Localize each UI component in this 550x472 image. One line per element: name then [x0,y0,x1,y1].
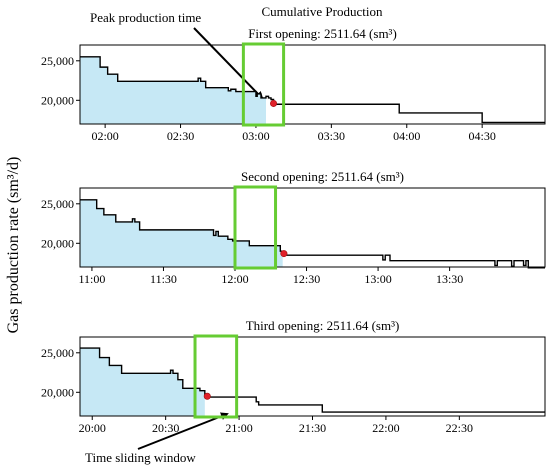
panel-2-xtick-label: 12:30 [293,272,320,286]
panel-1-xtick-label: 04:30 [468,129,495,143]
time-sliding-window-label: Time sliding window [85,450,196,465]
panel-1-ytick-label: 20,000 [41,93,74,107]
panel-1-xtick-label: 02:00 [91,129,118,143]
panel-3-xtick-label: 22:00 [372,421,399,435]
panel-3: Third opening: 2511.64 (sm³) 20,000 25,000… [41,318,546,435]
panel-3-xtick-label: 21:00 [225,421,252,435]
panel-1-cumulative-area [80,56,266,124]
panel-2-xtick-label: 13:00 [364,272,391,286]
panel-2-frame [79,187,546,268]
panel-3-xtick-label: 20:00 [79,421,106,435]
panel-1-xtick-label: 03:00 [242,129,269,143]
panel-1-sliding-window [241,42,286,127]
panel-1-xtick-label: 04:00 [393,129,420,143]
panel-1-xtick-label: 03:30 [318,129,345,143]
panel-2-ytick-label: 25,000 [41,197,74,211]
panel-2-sliding-window [233,185,278,270]
panel-1-frame [79,44,546,125]
y-axis-label: Gas production rate (sm³/d) [5,157,22,334]
panel-2-xtick-label: 11:00 [78,272,105,286]
panel-2: Second opening: 2511.64 (sm³) 20,000 25,00… [41,169,546,286]
panel-1-title: First opening: 2511.64 (sm³) [248,26,397,41]
panel-1-ytick-label: 25,000 [41,54,74,68]
peak-annotation-arrow [193,27,264,100]
cumulative-production-caption: Cumulative Production [262,4,383,19]
panel-2-xtick-label: 11:30 [150,272,177,286]
panel-3-rate-line [80,347,545,413]
panel-3-title: Third opening: 2511.64 (sm³) [246,318,400,333]
panel-3-xtick-label: 21:30 [299,421,326,435]
panel-2-xtick-label: 12:00 [221,272,248,286]
panel-2-title: Second opening: 2511.64 (sm³) [241,169,404,184]
panel-3-sliding-window [193,334,239,419]
panel-1-peak-marker [270,99,278,107]
window-annotation-arrow [137,412,229,450]
panel-3-ytick-label: 20,000 [41,385,74,399]
panel-3-cumulative-area [80,348,205,416]
panel-3-xtick-label: 20:30 [152,421,179,435]
panel-3-peak-marker [203,392,211,400]
panel-2-cumulative-area [80,199,283,267]
panel-1: First opening: 2511.64 (sm³) 20,000 25,000… [41,26,546,143]
panel-3-ytick-label: 25,000 [41,346,74,360]
panel-2-ytick-label: 20,000 [41,236,74,250]
panel-2-peak-marker [280,250,288,258]
panel-2-xtick-label: 13:30 [436,272,463,286]
panel-3-xtick-label: 22:30 [446,421,473,435]
panel-2-rate-line [80,199,545,269]
panel-1-xtick-label: 02:30 [167,129,194,143]
peak-production-time-label: Peak production time [90,10,201,25]
